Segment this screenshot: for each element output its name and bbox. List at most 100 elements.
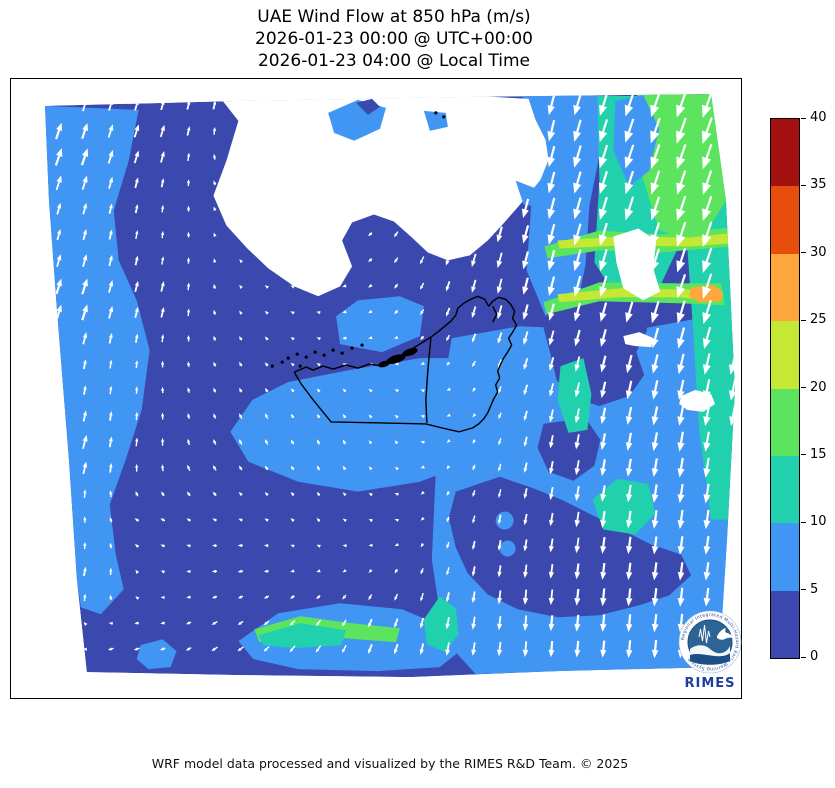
- wind-arrow-head: [290, 465, 295, 470]
- wind-arrow-head: [651, 545, 659, 555]
- wind-arrow-head: [548, 649, 555, 658]
- wind-arrow-head: [549, 519, 554, 527]
- wind-arrow-shaft: [498, 278, 503, 288]
- wind-arrow-head: [522, 597, 529, 605]
- wind-arrow-head: [625, 390, 633, 400]
- wind-arrow-head: [676, 208, 686, 222]
- wind-arrow-shaft: [602, 536, 606, 547]
- colorbar-tick: [801, 521, 806, 523]
- wind-arrow-shaft: [679, 353, 685, 366]
- wind-arrow-head: [472, 387, 476, 392]
- wind-arrow-shaft: [240, 364, 243, 367]
- wind-arrow-head: [108, 621, 113, 626]
- wind-arrow-shaft: [498, 463, 502, 469]
- wind-arrow-shaft: [108, 207, 112, 214]
- wind-arrow-head: [574, 493, 581, 502]
- wind-arrow-head: [289, 621, 294, 626]
- wind-arrow-shaft: [705, 431, 710, 444]
- wind-arrow-head: [472, 413, 477, 418]
- wind-arrow-head: [239, 259, 243, 264]
- island-dot: [286, 356, 290, 360]
- island-dot: [360, 343, 364, 347]
- wind-arrow-head: [57, 228, 62, 235]
- wind-arrow-head: [548, 390, 554, 397]
- wind-arrow-head: [316, 569, 321, 573]
- region-tr-blue-band: [613, 94, 660, 187]
- island-dot: [322, 353, 326, 357]
- wind-arrow-head: [107, 647, 113, 651]
- wind-arrow-head: [651, 623, 659, 633]
- wind-arrow-head: [160, 570, 165, 574]
- wind-arrow-head: [186, 282, 191, 287]
- wind-arrow-shaft: [498, 359, 503, 365]
- wind-arrow-head: [523, 545, 528, 552]
- wind-arrow-shaft: [447, 334, 451, 339]
- wind-arrow-shaft: [394, 643, 399, 650]
- wind-arrow-head: [574, 571, 581, 580]
- wind-arrow-shaft: [369, 618, 373, 625]
- wind-arrow-head: [548, 571, 555, 579]
- wind-arrow-shaft: [627, 118, 635, 133]
- wind-arrow-head: [134, 177, 139, 183]
- wind-arrow-shaft: [524, 539, 528, 547]
- wind-arrow-head: [626, 519, 633, 529]
- wind-arrow-head: [238, 439, 243, 444]
- wind-arrow-shaft: [161, 260, 164, 265]
- wind-arrow-head: [264, 439, 269, 444]
- wind-arrow-head: [83, 621, 88, 626]
- wind-arrow-head: [82, 175, 88, 183]
- wind-arrow-head: [161, 386, 165, 391]
- wind-arrow-head: [368, 336, 373, 340]
- wind-arrow-head: [82, 647, 87, 651]
- wind-arrow-head: [445, 597, 450, 603]
- wind-arrow-head: [394, 362, 399, 366]
- wind-arrow-head: [702, 260, 712, 274]
- wind-arrow-head: [82, 202, 88, 209]
- wind-arrow-head: [368, 466, 373, 471]
- wind-arrow-head: [650, 104, 660, 118]
- wind-arrow-head: [471, 597, 476, 604]
- wind-arrow-shaft: [705, 483, 710, 495]
- wind-arrow-shaft: [188, 647, 192, 650]
- wind-arrow-shaft: [498, 514, 502, 521]
- wind-arrow-head: [263, 595, 269, 599]
- wind-arrow-shaft: [159, 129, 164, 138]
- wind-arrow-head: [83, 593, 87, 598]
- wind-arrow-head: [701, 130, 712, 145]
- wind-arrow-head: [368, 518, 373, 523]
- wind-arrow-head: [600, 519, 607, 528]
- wind-arrow-head: [574, 338, 581, 347]
- wind-arrow-shaft: [472, 306, 477, 314]
- wind-arrow-head: [186, 179, 191, 184]
- wind-arrow-head: [677, 338, 685, 349]
- wind-arrow-head: [419, 623, 424, 629]
- wind-arrow-shaft: [188, 442, 191, 446]
- wind-arrow-head: [625, 442, 633, 451]
- wind-arrow-head: [548, 545, 554, 553]
- wind-arrow-shaft: [80, 155, 87, 166]
- wind-arrow-shaft: [186, 104, 190, 110]
- wind-arrow-head: [316, 363, 321, 367]
- wind-arrow-shaft: [291, 645, 296, 650]
- wind-arrow-head: [651, 468, 659, 478]
- wind-arrow-shaft: [108, 441, 112, 448]
- wind-arrow-shaft: [576, 223, 582, 236]
- wind-arrow-head: [109, 229, 113, 235]
- wind-arrow-head: [624, 104, 634, 117]
- wind-arrow-shaft: [163, 519, 166, 522]
- wind-arrow-shaft: [370, 258, 373, 260]
- wind-arrow-head: [703, 416, 711, 427]
- wind-arrow-head: [522, 286, 529, 295]
- wind-arrow-head: [523, 364, 528, 370]
- wind-arrow-shaft: [705, 405, 711, 418]
- region-island-3: [515, 180, 548, 209]
- wind-arrow-head: [186, 152, 191, 157]
- wind-arrow-head: [108, 254, 113, 261]
- region-bottom-streak-teal: [258, 623, 347, 649]
- wind-arrow-head: [368, 648, 372, 654]
- wind-arrow-shaft: [524, 410, 528, 417]
- wind-arrow-head: [290, 362, 295, 367]
- wind-arrow-head: [213, 258, 217, 263]
- wind-arrow-shaft: [472, 616, 476, 625]
- wind-arrow-head: [135, 463, 139, 468]
